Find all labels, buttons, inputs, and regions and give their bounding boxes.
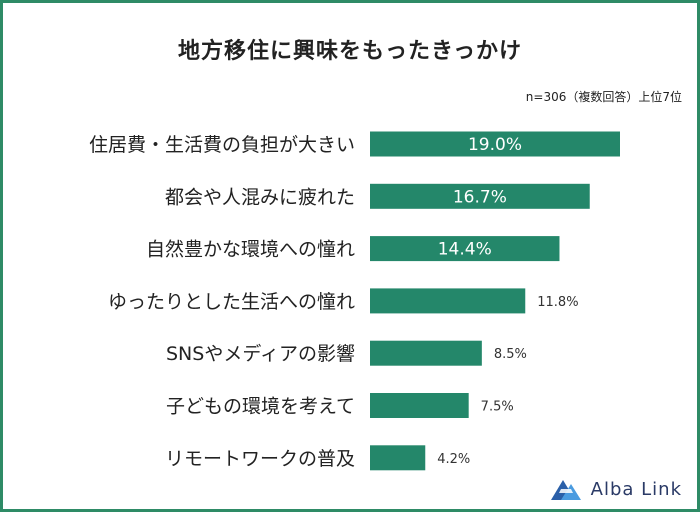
bar	[370, 236, 560, 262]
value-label: 4.2%	[437, 452, 470, 467]
category-label: 住居費・生活費の負担が大きい	[89, 134, 355, 156]
bar	[370, 340, 482, 366]
chart-title: 地方移住に興味をもったきっかけ	[177, 39, 523, 64]
value-label: 7.5%	[481, 400, 514, 415]
value-label: 16.7%	[453, 187, 507, 207]
bar	[370, 183, 590, 209]
category-label: SNSやメディアの影響	[166, 343, 355, 365]
bar	[370, 445, 426, 471]
brand-name: Alba Link	[590, 478, 682, 500]
brand-logo: Alba Link	[549, 476, 682, 502]
value-label: 8.5%	[494, 347, 527, 362]
bar	[370, 131, 620, 157]
bar	[370, 288, 526, 314]
category-label: ゆったりとした生活への憧れ	[108, 291, 355, 313]
value-label: 11.8%	[537, 295, 578, 310]
category-label: 都会や人混みに疲れた	[165, 186, 355, 208]
category-label: リモートワークの普及	[165, 448, 355, 470]
category-label: 子どもの環境を考えて	[166, 396, 355, 418]
bar	[370, 393, 469, 418]
category-label: 自然豊かな環境への憧れ	[146, 239, 355, 261]
sample-note: n=306（複数回答）上位7位	[525, 90, 682, 104]
value-label: 14.4%	[438, 240, 492, 260]
alba-link-logo-icon	[550, 480, 581, 500]
value-label: 19.0%	[468, 135, 522, 155]
